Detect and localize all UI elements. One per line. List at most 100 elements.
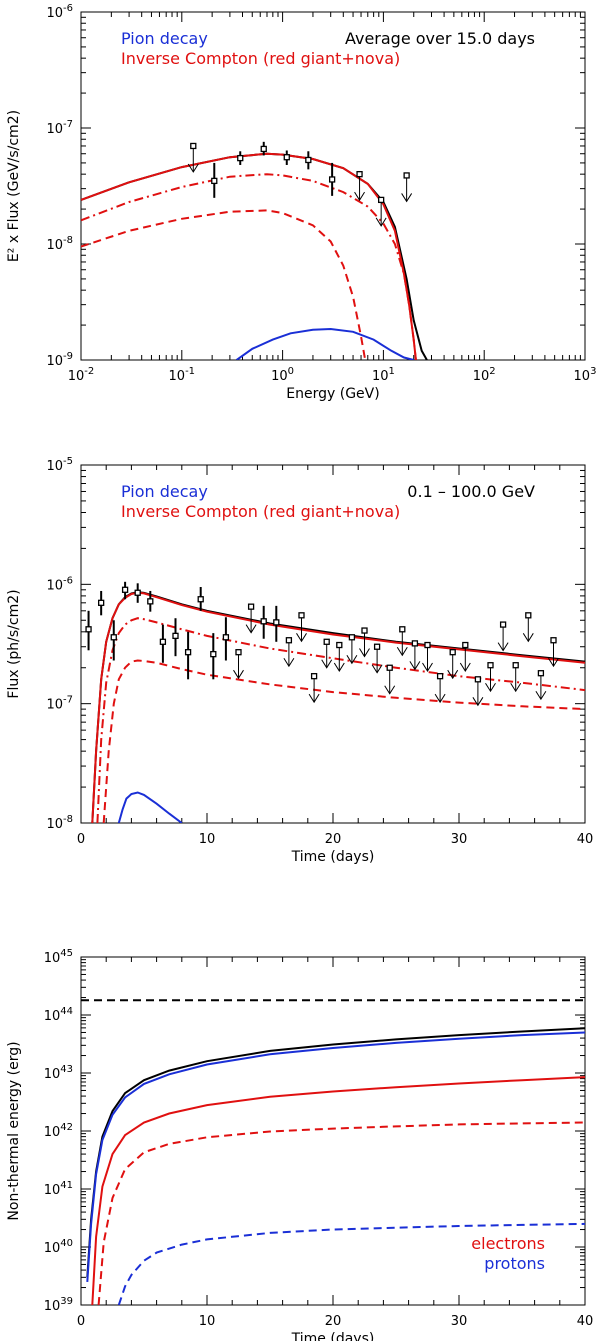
series-inverse-compton-total [81,152,417,360]
y-tick-label-exponent: -6 [63,575,73,586]
data-point-marker [499,621,507,628]
y-tick-label-base: 10 [44,951,61,966]
data-point-marker [373,643,381,650]
series-inverse-compton-total [91,591,585,823]
upper-limit-arrowhead [535,690,547,701]
upper-limit-arrowhead [359,648,370,658]
data-point-marker [184,649,192,656]
y-tick-label-base: 10 [46,578,63,593]
upper-limit-arrowhead [485,682,496,693]
legend-entry: Pion decay [121,482,208,501]
data-points [187,141,413,227]
y-tick-label-exponent: -8 [63,814,73,825]
data-point-marker [247,603,255,610]
x-tick-label-exponent: 2 [489,366,495,377]
y-tick-label-base: 10 [46,238,63,253]
series-inverse-compton-nova- [81,173,417,360]
upper-limit-arrowhead [333,662,345,672]
upper-limit-arrowhead [354,191,365,202]
y-tick-label: 10-8 [46,814,73,832]
data-point-marker [462,641,469,649]
legend-entry: Inverse Compton (red giant+nova) [121,502,400,521]
x-tick-label-exponent: 3 [590,366,596,377]
x-tick-label-base: 10 [372,369,389,384]
upper-limit-arrowhead [434,693,446,704]
y-tick-label-exponent: 39 [60,1296,73,1307]
y-tick-label: 10-5 [46,456,73,474]
y-tick-label-base: 10 [46,354,63,369]
y-tick-label-exponent: -8 [63,235,73,246]
data-point-marker [474,676,482,683]
data-point-marker [323,638,330,645]
upper-limit-arrowhead [396,647,408,657]
upper-limit-arrowhead [447,669,459,680]
legend-entry: Inverse Compton (red giant+nova) [121,49,400,68]
data-point-marker [356,171,363,178]
upper-limit-arrowhead [510,682,522,693]
y-tick-label: 1043 [44,1064,73,1082]
data-point-marker [159,638,167,645]
y-tick-label-exponent: 42 [60,1122,73,1133]
y-tick-label-exponent: -6 [63,3,73,14]
upper-limit-arrowhead [401,193,413,203]
data-point-marker [260,618,267,625]
data-point-marker [98,599,105,606]
upper-limit-arrowhead [497,642,509,652]
x-tick-label: 20 [325,832,342,847]
series-group [81,152,428,360]
y-tick-label-base: 10 [46,817,63,832]
data-point-marker [310,673,318,680]
data-point-marker [190,142,197,150]
data-point-marker [424,641,431,649]
x-tick-label: 40 [577,832,594,847]
tick-marks [80,11,586,361]
x-tick-label-exponent: 1 [388,366,394,377]
series-total [81,152,428,360]
upper-limit-arrowhead [472,697,484,707]
upper-limit-arrowhead [296,633,307,643]
y-tick-label: 10-7 [46,119,73,137]
data-point-marker [525,612,532,619]
data-point-marker [386,664,393,671]
series-electrons-total [91,1076,585,1305]
x-tick-label-exponent: -1 [185,366,195,377]
y-tick-label-exponent: -9 [63,351,73,362]
x-tick-label: 10-1 [169,366,196,384]
x-tick-label-base: 10 [169,369,186,384]
data-point-marker [147,598,154,605]
y-tick-label-base: 10 [46,6,63,21]
y-tick-label-base: 10 [46,698,63,713]
series-electrons-red-giant- [97,1121,585,1305]
upper-limit-arrowhead [245,624,257,634]
data-point-marker [197,596,204,603]
x-tick-label: 30 [451,832,468,847]
tick-marks [80,956,586,1306]
upper-limit-arrowhead [187,163,199,173]
data-point-marker [305,156,312,164]
x-axis-label: Energy (GeV) [286,386,379,402]
x-tick-label-exponent: -2 [84,366,94,377]
upper-limit-arrowhead [233,669,244,680]
y-axis-label: E² x Flux (GeV/s/cm2) [6,110,22,262]
data-points [85,581,559,707]
y-tick-label-exponent: 40 [60,1238,73,1249]
x-axis-label: Time (days) [291,849,375,865]
data-point-marker [537,670,545,677]
data-point-marker [436,673,444,680]
y-tick-label: 1045 [44,948,73,966]
upper-limit-arrowhead [409,661,421,671]
y-tick-label-base: 10 [44,1009,61,1024]
upper-limit-arrowhead [375,217,387,227]
series-group [81,999,585,1305]
data-point-marker [336,641,343,649]
y-tick-label: 1039 [44,1296,73,1314]
y-tick-label: 10-8 [46,235,73,253]
x-tick-label: 10 [199,832,216,847]
upper-limit-arrowhead [522,633,534,643]
data-point-marker [235,649,242,656]
data-point-marker [222,634,230,641]
y-tick-label-exponent: 41 [60,1180,73,1191]
x-axis-label: Time (days) [291,1331,375,1341]
y-tick-label: 10-6 [46,3,73,21]
